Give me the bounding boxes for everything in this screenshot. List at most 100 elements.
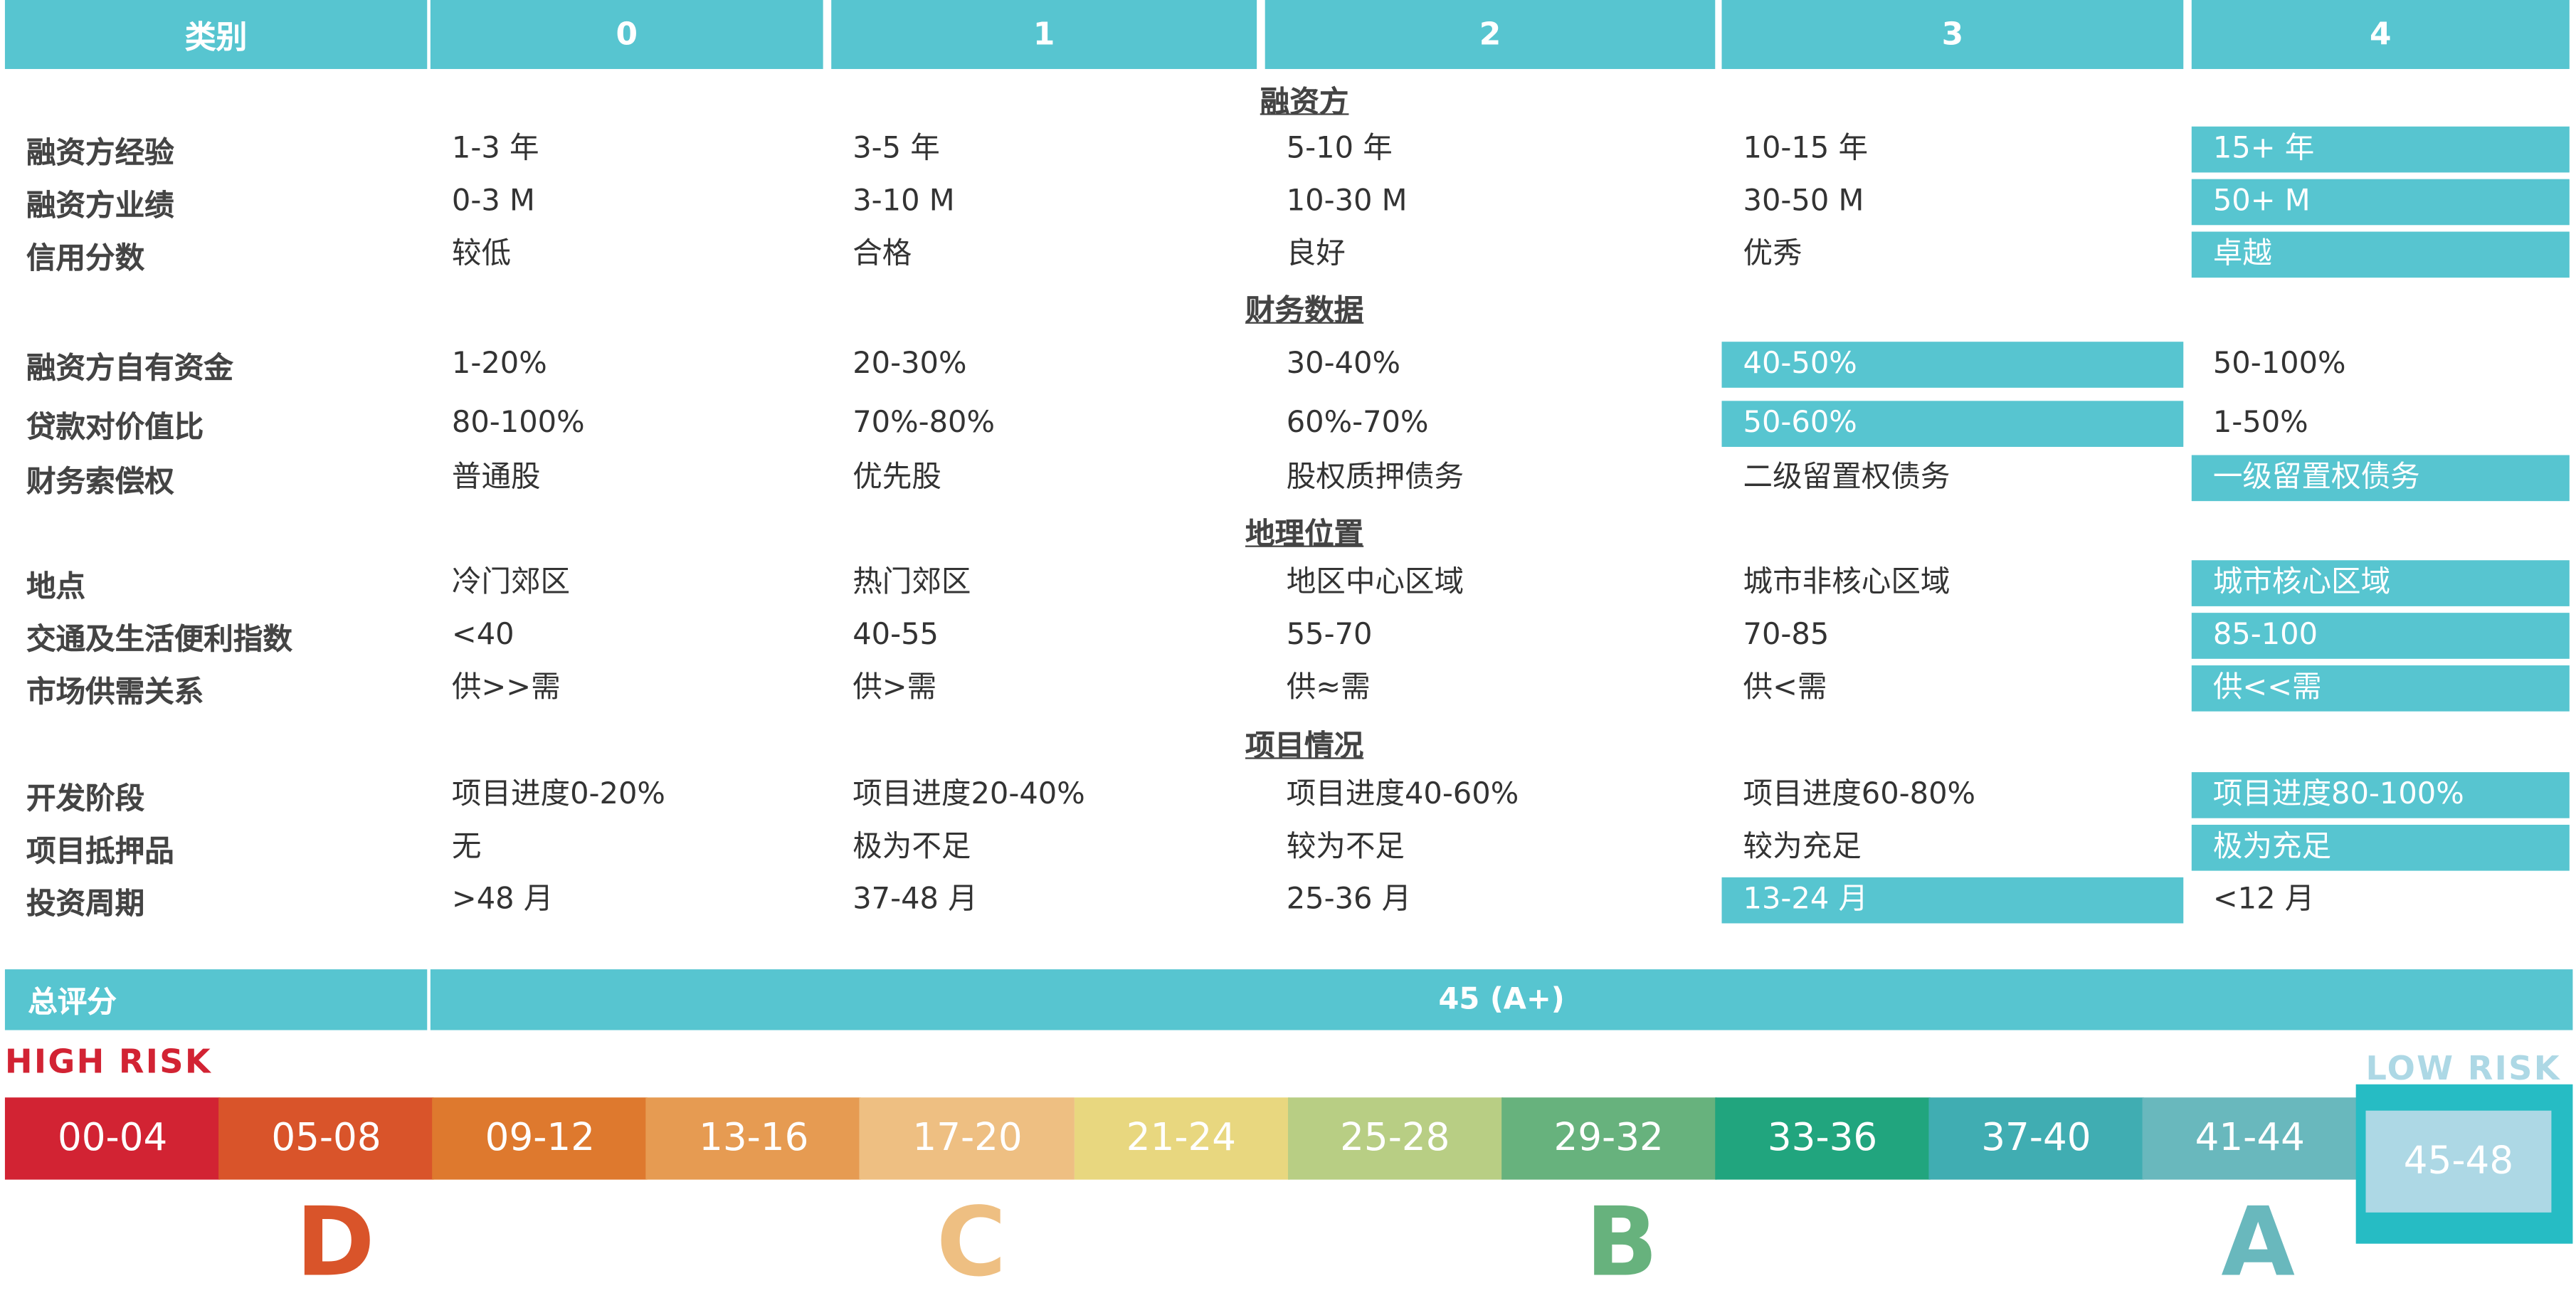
option-cell: 普通股	[451, 460, 541, 495]
row-label: 财务索偿权	[26, 465, 174, 500]
option-cell: 1-50%	[2212, 406, 2308, 440]
option-cell: 3-10 M	[852, 184, 955, 219]
option-cell: 70%-80%	[852, 406, 995, 440]
option-cell: 25-36 月	[1286, 882, 1412, 917]
row-label: 融资方自有资金	[26, 352, 233, 386]
option-cell: 40-55	[852, 618, 939, 653]
option-cell: 较为充足	[1743, 829, 1862, 865]
selected-cell: 城市核心区域	[2191, 560, 2570, 606]
section-title: 财务数据	[1245, 294, 1364, 329]
selected-cell: 一级留置权债务	[2191, 455, 2570, 502]
section-title: 融资方	[1260, 85, 1349, 120]
selected-cell: 卓越	[2191, 231, 2570, 278]
row-label: 项目抵押品	[26, 834, 174, 870]
score-segment: 37-40	[1928, 1097, 2144, 1180]
score-segment: 21-24	[1073, 1097, 1289, 1180]
option-cell: 60%-70%	[1286, 406, 1429, 440]
option-cell: 30-50 M	[1743, 184, 1864, 219]
score-segment: 09-12	[432, 1097, 648, 1180]
score-segment: 29-32	[1501, 1097, 1716, 1180]
option-cell: 较低	[451, 236, 512, 271]
score-segment-current: 45-48	[2365, 1110, 2552, 1213]
selected-cell: 50-60%	[1721, 401, 2184, 447]
option-cell: 热门郊区	[852, 565, 971, 600]
row-label: 投资周期	[26, 887, 145, 922]
row-label: 信用分数	[26, 241, 145, 276]
header-column-0: 0	[430, 0, 823, 69]
row-label: 融资方业绩	[26, 189, 174, 223]
option-cell: 供>需	[852, 670, 937, 705]
selected-cell: 85-100	[2191, 613, 2570, 659]
row-label: 融资方经验	[26, 136, 174, 172]
option-cell: >48 月	[451, 882, 554, 917]
score-segment: 00-04	[4, 1097, 221, 1180]
grade-letter: B	[1585, 1186, 1658, 1298]
header-column-2: 2	[1265, 0, 1716, 69]
selected-cell: 13-24 月	[1721, 877, 2184, 924]
option-cell: 0-3 M	[451, 184, 535, 219]
high-risk-label: HIGH RISK	[4, 1041, 212, 1082]
option-cell: 良好	[1286, 236, 1346, 271]
option-cell: 股权质押债务	[1286, 460, 1464, 495]
score-segment: 17-20	[860, 1097, 1075, 1180]
option-cell: 3-5 年	[852, 131, 940, 167]
option-cell: 供<需	[1743, 670, 1827, 705]
option-cell: 20-30%	[852, 347, 967, 381]
selected-cell: 供<<需	[2191, 665, 2570, 712]
option-cell: 优秀	[1743, 236, 1802, 271]
selected-cell: 15+ 年	[2191, 126, 2570, 173]
option-cell: 项目进度60-80%	[1743, 777, 1976, 812]
option-cell: 10-30 M	[1286, 184, 1408, 219]
option-cell: 地区中心区域	[1286, 565, 1464, 600]
row-label: 地点	[26, 570, 86, 605]
option-cell: 合格	[852, 236, 912, 271]
option-cell: <40	[451, 618, 514, 653]
total-score-label: 总评分	[4, 969, 428, 1030]
selected-cell: 项目进度80-100%	[2191, 772, 2570, 818]
row-label: 市场供需关系	[26, 675, 204, 710]
selected-cell: 极为充足	[2191, 824, 2570, 871]
option-cell: 1-20%	[451, 347, 547, 381]
option-cell: 无	[451, 829, 482, 865]
header-column-1: 1	[831, 0, 1257, 69]
option-cell: 30-40%	[1286, 347, 1400, 381]
option-cell: 项目进度40-60%	[1286, 777, 1519, 812]
option-cell: 项目进度0-20%	[451, 777, 665, 812]
option-cell: 项目进度20-40%	[852, 777, 1085, 812]
score-segment: 25-28	[1287, 1097, 1503, 1180]
option-cell: 供≈需	[1286, 670, 1371, 705]
option-cell: 37-48 月	[852, 882, 978, 917]
option-cell: 极为不足	[852, 829, 971, 865]
section-title: 地理位置	[1245, 517, 1364, 552]
score-segment: 13-16	[646, 1097, 862, 1180]
score-segment: 41-44	[2142, 1097, 2358, 1180]
option-cell: 供>>需	[451, 670, 561, 705]
header-category: 类别	[4, 0, 428, 69]
score-segment: 05-08	[218, 1097, 434, 1180]
option-cell: 10-15 年	[1743, 131, 1869, 167]
total-score-value: 45 (A+)	[430, 969, 2573, 1030]
score-segment: 33-36	[1714, 1097, 1931, 1180]
option-cell: 二级留置权债务	[1743, 460, 1951, 495]
option-cell: 城市非核心区域	[1743, 565, 1951, 600]
option-cell: <12 月	[2212, 882, 2315, 917]
selected-cell: 40-50%	[1721, 342, 2184, 388]
row-label: 贷款对价值比	[26, 411, 204, 445]
row-label: 交通及生活便利指数	[26, 622, 292, 658]
option-cell: 55-70	[1286, 618, 1373, 653]
selected-cell: 50+ M	[2191, 179, 2570, 226]
option-cell: 冷门郊区	[451, 565, 571, 600]
row-label: 开发阶段	[26, 781, 145, 817]
header-column-4: 4	[2191, 0, 2570, 69]
grade-letter: A	[2221, 1186, 2296, 1298]
option-cell: 5-10 年	[1286, 131, 1393, 167]
option-cell: 50-100%	[2212, 347, 2346, 381]
option-cell: 70-85	[1743, 618, 1830, 653]
header-column-3: 3	[1721, 0, 2184, 69]
option-cell: 1-3 年	[451, 131, 539, 167]
grade-letter: D	[295, 1186, 375, 1298]
section-title: 项目情况	[1245, 729, 1364, 764]
option-cell: 较为不足	[1286, 829, 1405, 865]
grade-letter: C	[936, 1186, 1007, 1298]
